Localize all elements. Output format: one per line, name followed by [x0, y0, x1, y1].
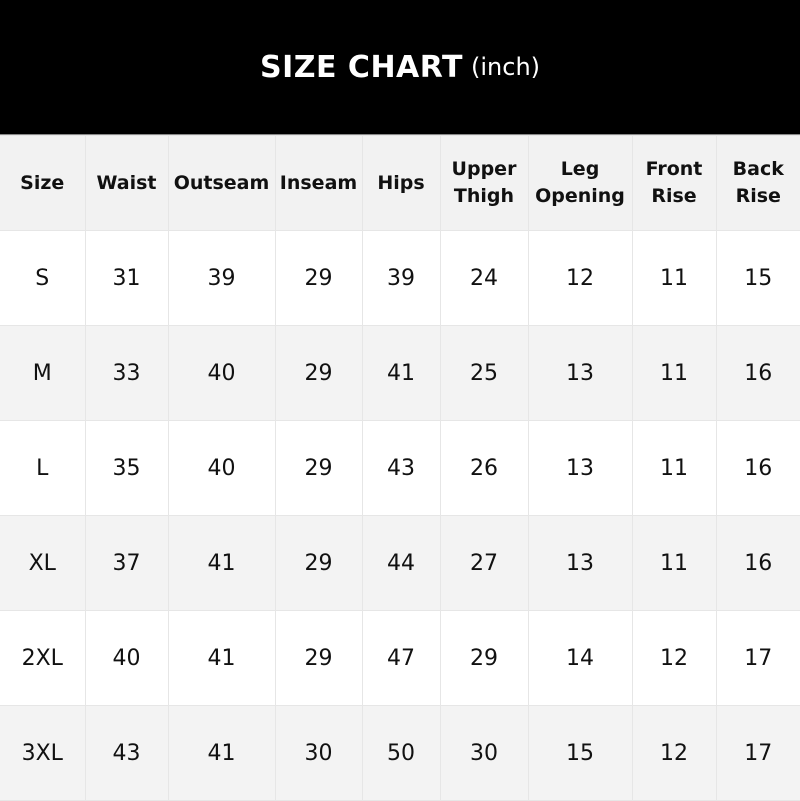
- measurement-cell: 40: [167, 420, 276, 516]
- column-header-text: Rise: [735, 185, 781, 207]
- measurement-cell: 16: [715, 325, 800, 421]
- table-row: L 35 40 29 43 26 13 11 16: [0, 420, 800, 516]
- measurement-cell: 30: [439, 705, 529, 801]
- column-header: Back Rise: [715, 135, 800, 231]
- measurement-cell: 40: [84, 610, 169, 706]
- column-header: Hips: [361, 135, 441, 231]
- column-header: Front Rise: [631, 135, 717, 231]
- measurement-cell: 29: [274, 420, 363, 516]
- size-table: Size Waist Outseam Inseam Hips Upper Thigh Leg O…: [0, 135, 800, 801]
- column-header: Waist: [84, 135, 169, 231]
- size-label: 3XL: [0, 705, 86, 801]
- measurement-cell: 17: [715, 705, 800, 801]
- column-header-text: Waist: [96, 171, 157, 194]
- measurement-cell: 37: [84, 515, 169, 611]
- measurement-cell: 29: [274, 325, 363, 421]
- measurement-cell: 29: [274, 515, 363, 611]
- measurement-cell: 13: [527, 325, 633, 421]
- column-header-text: Inseam: [279, 171, 358, 194]
- measurement-cell: 12: [527, 230, 633, 326]
- column-header: Upper Thigh: [439, 135, 529, 231]
- measurement-cell: 29: [274, 610, 363, 706]
- size-label: L: [0, 420, 86, 516]
- measurement-cell: 47: [361, 610, 441, 706]
- column-header-text: Leg: [560, 158, 600, 180]
- measurement-cell: 13: [527, 420, 633, 516]
- size-label: XL: [0, 515, 86, 611]
- table-row: 3XL 43 41 30 50 30 15 12 17: [0, 705, 800, 801]
- measurement-cell: 11: [631, 515, 717, 611]
- measurement-cell: 35: [84, 420, 169, 516]
- measurement-cell: 11: [631, 325, 717, 421]
- measurement-cell: 25: [439, 325, 529, 421]
- size-label: S: [0, 230, 86, 326]
- measurement-cell: 40: [167, 325, 276, 421]
- column-header-text: Upper: [451, 158, 517, 180]
- column-header-text: Size: [20, 171, 65, 194]
- measurement-cell: 12: [631, 705, 717, 801]
- measurement-cell: 24: [439, 230, 529, 326]
- measurement-cell: 11: [631, 420, 717, 516]
- table-row: XL 37 41 29 44 27 13 11 16: [0, 515, 800, 611]
- column-header: Leg Opening: [527, 135, 633, 231]
- measurement-cell: 27: [439, 515, 529, 611]
- measurement-cell: 15: [527, 705, 633, 801]
- measurement-cell: 16: [715, 515, 800, 611]
- measurement-cell: 16: [715, 420, 800, 516]
- size-label: 2XL: [0, 610, 86, 706]
- measurement-cell: 13: [527, 515, 633, 611]
- measurement-cell: 29: [439, 610, 529, 706]
- size-label: M: [0, 325, 86, 421]
- column-header-text: Thigh: [453, 185, 515, 207]
- table-row: S 31 39 29 39 24 12 11 15: [0, 230, 800, 326]
- column-header: Size: [0, 135, 86, 231]
- column-header: Outseam: [167, 135, 276, 231]
- measurement-cell: 33: [84, 325, 169, 421]
- measurement-cell: 50: [361, 705, 441, 801]
- measurement-cell: 26: [439, 420, 529, 516]
- measurement-cell: 11: [631, 230, 717, 326]
- measurement-cell: 41: [361, 325, 441, 421]
- measurement-cell: 41: [167, 705, 276, 801]
- measurement-cell: 15: [715, 230, 800, 326]
- title-banner: SIZE CHART (inch): [0, 0, 800, 135]
- measurement-cell: 12: [631, 610, 717, 706]
- measurement-cell: 43: [84, 705, 169, 801]
- measurement-cell: 39: [167, 230, 276, 326]
- measurement-cell: 29: [274, 230, 363, 326]
- measurement-cell: 39: [361, 230, 441, 326]
- title: SIZE CHART: [259, 49, 463, 85]
- column-header-text: Outseam: [173, 171, 270, 194]
- measurement-cell: 41: [167, 515, 276, 611]
- measurement-cell: 41: [167, 610, 276, 706]
- measurement-cell: 44: [361, 515, 441, 611]
- column-header-text: Opening: [535, 185, 625, 207]
- column-header: Inseam: [274, 135, 363, 231]
- column-header-text: Back: [732, 158, 784, 180]
- column-header-text: Hips: [377, 171, 425, 194]
- measurement-cell: 14: [527, 610, 633, 706]
- table-row: 2XL 40 41 29 47 29 14 12 17: [0, 610, 800, 706]
- table-row: M 33 40 29 41 25 13 11 16: [0, 325, 800, 421]
- column-header-text: Front: [645, 158, 703, 180]
- measurement-cell: 31: [84, 230, 169, 326]
- measurement-cell: 30: [274, 705, 363, 801]
- header-row: Size Waist Outseam Inseam Hips Upper Thigh Leg O…: [0, 135, 800, 231]
- measurement-cell: 17: [715, 610, 800, 706]
- title-unit: (inch): [471, 53, 541, 81]
- column-header-text: Rise: [651, 185, 697, 207]
- measurement-cell: 43: [361, 420, 441, 516]
